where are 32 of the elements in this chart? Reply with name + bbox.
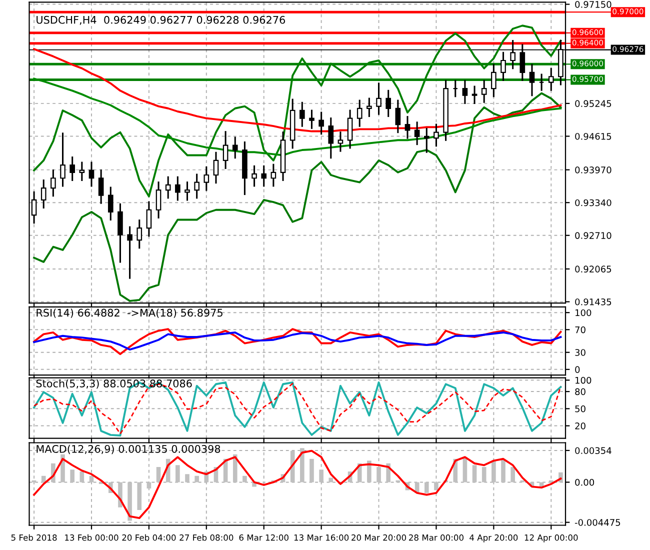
y-tick-label: 0.00354 bbox=[575, 447, 612, 454]
y-tick-label: 0.00 bbox=[575, 478, 594, 486]
y-tick-label: 0.95245 bbox=[575, 100, 612, 107]
y-tick-label: 0.97150 bbox=[575, 1, 612, 8]
y-tick-label: 80 bbox=[575, 388, 586, 396]
text: USDCHF,H4 0.96249 0.96277 0.96228 0.96276 bbox=[36, 16, 286, 25]
y-tick-label: 0.92710 bbox=[575, 232, 612, 239]
x-tick-label: 20 Feb 04:00 bbox=[122, 534, 176, 541]
chart-title: MACD(12,26,9) 0.001135 0.000398 bbox=[36, 444, 220, 454]
y-tick-label: 100 bbox=[576, 376, 592, 384]
x-tick-label: 12 Apr 00:00 bbox=[524, 534, 578, 542]
x-tick-label: 13 Mar 16:00 bbox=[294, 534, 349, 541]
y-tick-label: 0.93340 bbox=[575, 199, 612, 206]
x-tick-label: 5 Feb 2018 bbox=[11, 534, 57, 541]
x-tick-label: 4 Apr 20:00 bbox=[470, 534, 518, 542]
y-tick-label: 70 bbox=[575, 326, 586, 334]
y-tick-label: 100 bbox=[576, 309, 592, 316]
x-tick-label: 6 Mar 12:00 bbox=[239, 534, 288, 541]
y-tick-label: 20 bbox=[575, 422, 586, 430]
y-tick-label: 0.92065 bbox=[575, 266, 612, 273]
y-tick-label: -0.004475 bbox=[574, 519, 620, 526]
x-tick-label: 20 Mar 20:00 bbox=[352, 534, 406, 541]
chart-title: RSI(14) 66.4882 ->MA(18) 56.8975 bbox=[36, 308, 222, 318]
y-tick-label: 0.94615 bbox=[575, 132, 612, 140]
x-tick-label: 28 Mar 00:00 bbox=[409, 534, 464, 541]
y-tick-label: 30 bbox=[575, 349, 586, 356]
y-tick-label: 0.91435 bbox=[575, 298, 612, 306]
y-tick-label: 0.93970 bbox=[575, 166, 612, 174]
y-tick-label: 0 bbox=[575, 366, 580, 373]
x-tick-label: 27 Feb 08:00 bbox=[180, 534, 234, 541]
x-tick-label: 13 Feb 00:00 bbox=[65, 534, 118, 541]
y-tick-label: 50 bbox=[575, 405, 586, 412]
